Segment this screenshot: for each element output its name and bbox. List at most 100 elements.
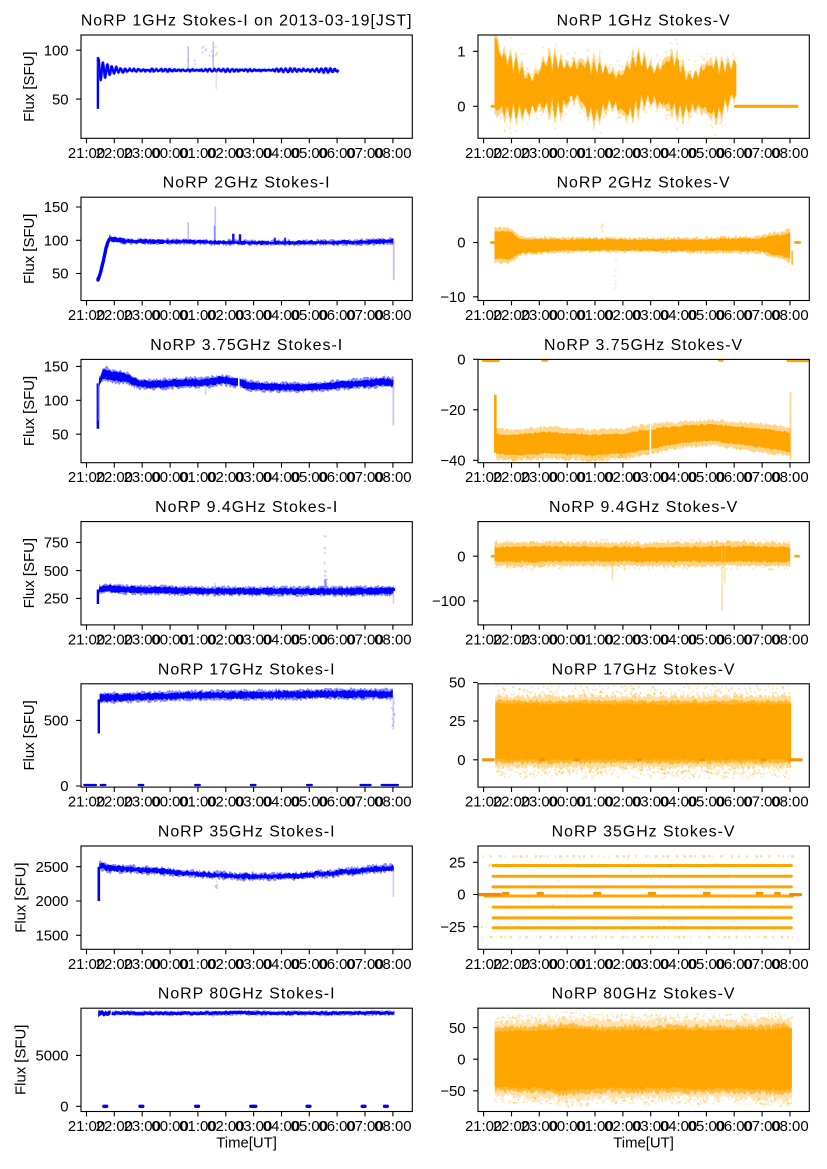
svg-text:08:00: 08:00 — [771, 146, 808, 162]
svg-text:06:00: 06:00 — [716, 1119, 753, 1135]
svg-text:0: 0 — [60, 779, 68, 795]
svg-text:03:00: 03:00 — [632, 146, 669, 162]
svg-text:05:00: 05:00 — [688, 632, 725, 648]
svg-text:02:00: 02:00 — [207, 957, 244, 973]
svg-text:Time[UT]: Time[UT] — [613, 1136, 674, 1152]
svg-text:04:00: 04:00 — [660, 957, 697, 973]
svg-text:01:00: 01:00 — [179, 146, 216, 162]
svg-text:00:00: 00:00 — [151, 308, 188, 324]
svg-text:00:00: 00:00 — [549, 632, 586, 648]
svg-text:00:00: 00:00 — [549, 957, 586, 973]
svg-text:01:00: 01:00 — [576, 795, 613, 811]
svg-text:100: 100 — [44, 43, 69, 59]
svg-text:05:00: 05:00 — [688, 308, 725, 324]
svg-text:23:00: 23:00 — [124, 308, 161, 324]
svg-text:21:00: 21:00 — [68, 795, 105, 811]
svg-text:02:00: 02:00 — [207, 1119, 244, 1135]
svg-text:02:00: 02:00 — [604, 470, 641, 486]
svg-text:22:00: 22:00 — [493, 632, 530, 648]
svg-text:21:00: 21:00 — [465, 308, 502, 324]
svg-text:NoRP 80GHz Stokes-V: NoRP 80GHz Stokes-V — [552, 986, 736, 1003]
svg-text:22:00: 22:00 — [493, 1119, 530, 1135]
svg-text:01:00: 01:00 — [179, 957, 216, 973]
svg-text:04:00: 04:00 — [263, 470, 300, 486]
svg-text:04:00: 04:00 — [660, 470, 697, 486]
svg-text:23:00: 23:00 — [521, 146, 558, 162]
svg-text:04:00: 04:00 — [263, 957, 300, 973]
svg-text:00:00: 00:00 — [549, 795, 586, 811]
svg-text:02:00: 02:00 — [604, 308, 641, 324]
svg-text:00:00: 00:00 — [151, 146, 188, 162]
svg-text:01:00: 01:00 — [576, 957, 613, 973]
svg-text:07:00: 07:00 — [743, 146, 780, 162]
svg-text:22:00: 22:00 — [96, 957, 133, 973]
svg-text:02:00: 02:00 — [207, 308, 244, 324]
svg-text:0: 0 — [457, 236, 465, 252]
svg-text:NoRP 9.4GHz Stokes-V: NoRP 9.4GHz Stokes-V — [549, 499, 738, 516]
svg-text:08:00: 08:00 — [374, 146, 411, 162]
svg-text:23:00: 23:00 — [124, 146, 161, 162]
svg-text:03:00: 03:00 — [632, 632, 669, 648]
svg-text:21:00: 21:00 — [465, 146, 502, 162]
svg-text:01:00: 01:00 — [576, 1119, 613, 1135]
svg-text:21:00: 21:00 — [465, 1119, 502, 1135]
svg-text:06:00: 06:00 — [318, 308, 355, 324]
svg-text:NoRP 1GHz Stokes-V: NoRP 1GHz Stokes-V — [557, 13, 731, 30]
svg-text:50: 50 — [52, 427, 69, 443]
svg-text:NoRP 1GHz Stokes-I on 2013-03-: NoRP 1GHz Stokes-I on 2013-03-19[JST] — [81, 13, 413, 30]
svg-text:05:00: 05:00 — [291, 308, 328, 324]
svg-text:04:00: 04:00 — [660, 146, 697, 162]
svg-text:08:00: 08:00 — [374, 470, 411, 486]
svg-text:07:00: 07:00 — [743, 795, 780, 811]
svg-text:02:00: 02:00 — [604, 632, 641, 648]
svg-text:05:00: 05:00 — [291, 1119, 328, 1135]
svg-text:25: 25 — [449, 856, 466, 872]
svg-text:00:00: 00:00 — [549, 470, 586, 486]
svg-text:03:00: 03:00 — [235, 146, 272, 162]
svg-text:1: 1 — [457, 45, 465, 61]
svg-text:Flux [SFU]: Flux [SFU] — [14, 1025, 30, 1095]
svg-text:06:00: 06:00 — [318, 957, 355, 973]
svg-text:02:00: 02:00 — [207, 632, 244, 648]
svg-text:05:00: 05:00 — [688, 795, 725, 811]
svg-text:06:00: 06:00 — [716, 308, 753, 324]
svg-text:NoRP 17GHz Stokes-I: NoRP 17GHz Stokes-I — [158, 661, 336, 678]
svg-text:00:00: 00:00 — [549, 308, 586, 324]
svg-text:07:00: 07:00 — [346, 957, 383, 973]
svg-text:23:00: 23:00 — [124, 1119, 161, 1135]
svg-text:23:00: 23:00 — [124, 632, 161, 648]
svg-text:0: 0 — [457, 353, 465, 369]
svg-text:−40: −40 — [440, 454, 465, 470]
svg-text:−100: −100 — [432, 594, 466, 610]
svg-text:Flux [SFU]: Flux [SFU] — [22, 538, 38, 608]
svg-text:25: 25 — [449, 714, 466, 730]
svg-text:02:00: 02:00 — [207, 795, 244, 811]
svg-text:23:00: 23:00 — [521, 470, 558, 486]
svg-text:01:00: 01:00 — [576, 470, 613, 486]
svg-text:04:00: 04:00 — [660, 795, 697, 811]
svg-text:NoRP 2GHz Stokes-V: NoRP 2GHz Stokes-V — [557, 175, 731, 192]
svg-text:06:00: 06:00 — [318, 1119, 355, 1135]
svg-text:06:00: 06:00 — [716, 470, 753, 486]
svg-text:05:00: 05:00 — [291, 957, 328, 973]
svg-text:02:00: 02:00 — [604, 146, 641, 162]
svg-text:500: 500 — [44, 714, 69, 730]
svg-text:22:00: 22:00 — [493, 146, 530, 162]
svg-text:−25: −25 — [440, 920, 465, 936]
svg-text:150: 150 — [44, 200, 69, 216]
svg-text:00:00: 00:00 — [151, 957, 188, 973]
svg-text:1500: 1500 — [35, 929, 68, 945]
svg-text:21:00: 21:00 — [68, 1119, 105, 1135]
svg-text:22:00: 22:00 — [493, 308, 530, 324]
svg-text:03:00: 03:00 — [235, 795, 272, 811]
svg-text:22:00: 22:00 — [96, 632, 133, 648]
svg-text:21:00: 21:00 — [465, 957, 502, 973]
svg-text:06:00: 06:00 — [318, 146, 355, 162]
svg-text:500: 500 — [44, 564, 69, 580]
svg-text:01:00: 01:00 — [179, 308, 216, 324]
svg-text:07:00: 07:00 — [346, 632, 383, 648]
svg-text:08:00: 08:00 — [771, 470, 808, 486]
svg-text:06:00: 06:00 — [716, 957, 753, 973]
svg-text:00:00: 00:00 — [549, 1119, 586, 1135]
svg-text:05:00: 05:00 — [688, 146, 725, 162]
